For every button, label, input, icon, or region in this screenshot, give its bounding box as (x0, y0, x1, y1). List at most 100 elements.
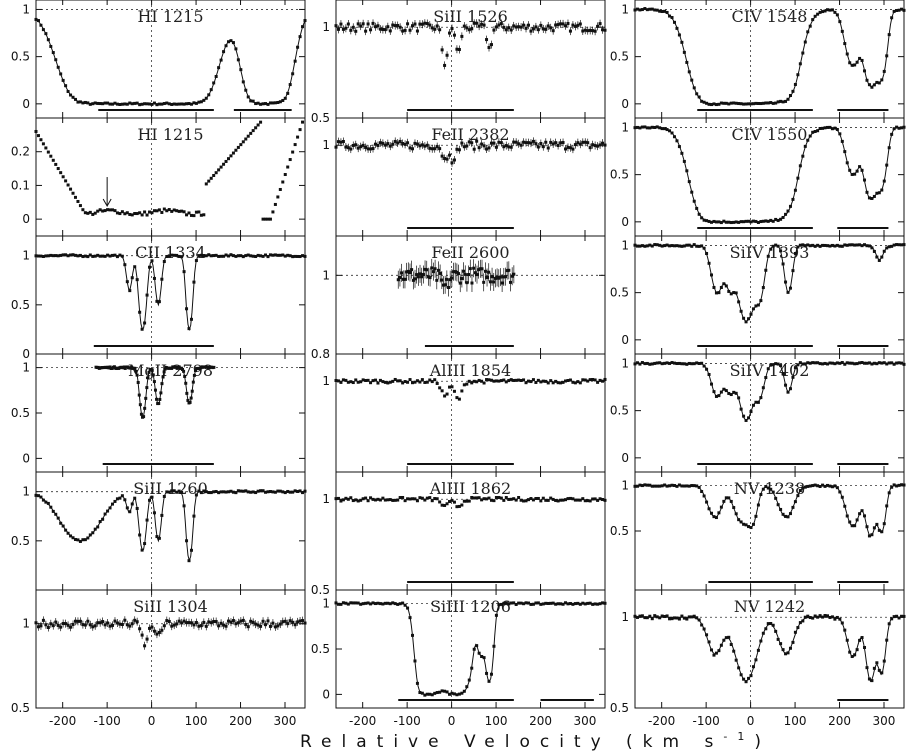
data-point (430, 147, 434, 151)
data-point (663, 127, 667, 131)
data-point (858, 361, 862, 365)
data-point (840, 244, 844, 248)
data-point (514, 25, 518, 29)
data-point (115, 621, 119, 625)
data-point (465, 144, 469, 148)
data-point (549, 601, 553, 605)
data-point (160, 210, 164, 214)
data-point (722, 638, 726, 642)
data-point (497, 495, 501, 499)
data-point (818, 614, 822, 618)
data-point (796, 626, 800, 630)
data-point (603, 143, 607, 147)
data-point (229, 39, 233, 43)
data-point (705, 633, 709, 637)
data-point (677, 145, 681, 149)
data-point (801, 243, 805, 247)
data-point (843, 150, 847, 154)
data-point (867, 677, 871, 681)
data-point (541, 27, 545, 31)
data-point (848, 168, 852, 172)
data-point (687, 615, 691, 619)
data-point (371, 379, 375, 383)
data-point (120, 210, 124, 214)
data-point (64, 622, 68, 626)
data-point (902, 483, 906, 487)
data-point (46, 501, 50, 505)
data-point (727, 391, 731, 395)
data-point (808, 134, 812, 138)
data-point (226, 254, 230, 258)
data-point (450, 691, 454, 695)
data-point (231, 151, 235, 155)
data-point (135, 506, 139, 510)
data-point (499, 22, 503, 26)
data-point (526, 498, 530, 502)
data-point (660, 127, 664, 131)
data-point (680, 362, 684, 366)
data-point (697, 244, 701, 248)
data-point (34, 621, 38, 625)
data-point (700, 216, 704, 220)
data-point (509, 28, 513, 32)
data-point (271, 490, 275, 494)
data-point (170, 366, 174, 370)
data-point (301, 491, 305, 495)
data-point (759, 493, 763, 497)
data-point (902, 243, 906, 247)
data-point (514, 498, 518, 502)
data-point (492, 644, 496, 648)
data-point (415, 273, 419, 277)
data-point (413, 659, 417, 663)
data-point (420, 275, 424, 279)
data-point (359, 380, 363, 384)
data-point (197, 210, 201, 214)
data-point (123, 498, 127, 502)
data-point (838, 361, 842, 365)
data-point (361, 22, 365, 26)
data-point (858, 56, 862, 60)
data-point (539, 499, 543, 503)
data-point (675, 484, 679, 488)
data-point (118, 622, 122, 626)
data-point (455, 270, 459, 274)
data-point (106, 101, 110, 105)
data-point (544, 601, 548, 605)
data-point (199, 491, 203, 495)
data-point (266, 217, 270, 221)
data-point (386, 601, 390, 605)
data-point (870, 679, 874, 683)
data-point (512, 272, 516, 276)
data-point (556, 499, 560, 503)
data-point (670, 361, 674, 365)
data-point (408, 616, 412, 620)
data-point (536, 496, 540, 500)
data-point (761, 101, 765, 105)
data-point (722, 219, 726, 223)
data-point (653, 361, 657, 365)
data-point (199, 100, 203, 104)
data-point (596, 380, 600, 384)
data-point (336, 379, 340, 383)
data-point (877, 668, 881, 672)
data-point (150, 102, 154, 106)
data-point (264, 102, 268, 106)
data-point (705, 219, 709, 223)
data-point (786, 651, 790, 655)
data-point (303, 254, 307, 258)
data-point (480, 498, 484, 502)
data-point (425, 496, 429, 500)
data-point (165, 254, 169, 258)
data-point (162, 624, 166, 628)
data-point (737, 220, 741, 224)
data-point (494, 496, 498, 500)
data-point (101, 517, 105, 521)
data-point (784, 212, 788, 216)
data-point (880, 255, 884, 259)
data-point (568, 378, 572, 382)
data-point (165, 490, 169, 494)
data-point (192, 373, 196, 377)
data-point (717, 511, 721, 515)
data-point (769, 101, 773, 105)
data-point (396, 278, 400, 282)
